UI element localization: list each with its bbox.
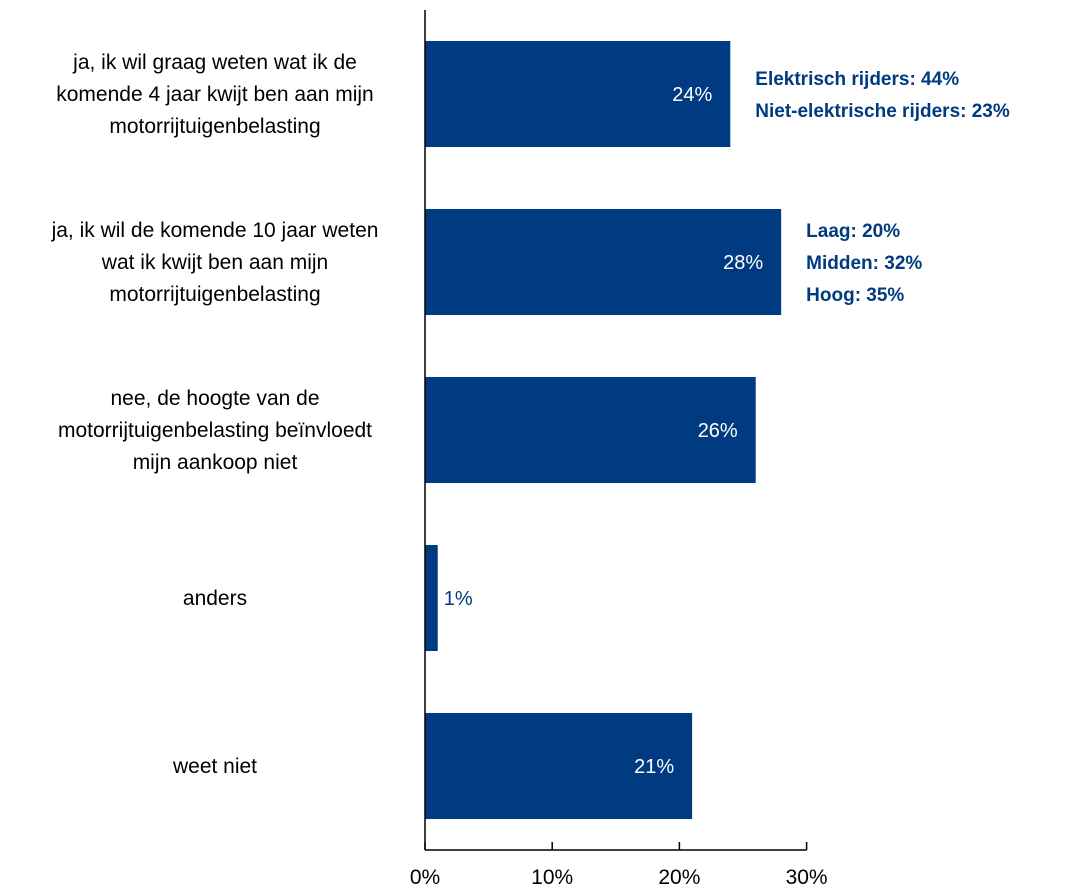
value-label-1: 28% [723,252,763,274]
annotation-1-1: Midden: 32% [806,253,922,274]
category-label-1-0: ja, ik wil de komende 10 jaar weten [51,219,379,242]
annotation-1-2: Hoog: 35% [806,285,904,306]
value-label-3: 1% [444,588,473,610]
category-label-0-1: komende 4 jaar kwijt ben aan mijn [56,83,374,106]
value-label-0: 24% [672,84,712,106]
bar-2 [425,377,756,483]
axes-layer: 0% 10% 20% 30% [410,10,828,889]
category-label-2-1: motorrijtuigenbelasting beïnvloedt [58,419,372,442]
x-tick-label-0: 0% [410,866,440,889]
bar-0 [425,41,731,147]
bar-3 [425,545,438,651]
category-label-2-2: mijn aankoop niet [133,451,298,474]
bar-1 [425,209,782,315]
bar-4 [425,713,693,819]
value-label-4: 21% [634,756,674,778]
bars-layer [425,41,782,819]
category-label-1-2: motorrijtuigenbelasting [109,283,320,306]
annotation-0-1: Niet-elektrische rijders: 23% [755,101,1010,122]
value-label-2: 26% [698,420,738,442]
category-label-0-0: ja, ik wil graag weten wat ik de [72,51,357,74]
category-label-3-0: anders [183,587,247,610]
category-label-4-0: weet niet [172,755,257,778]
annotation-1-0: Laag: 20% [806,221,900,242]
labels-layer: 24% ja, ik wil graag weten wat ik de komen… [51,51,1010,778]
category-label-2-0: nee, de hoogte van de [110,387,319,410]
category-label-1-1: wat ik kwijt ben aan mijn [101,251,328,274]
x-tick-label-2: 20% [658,866,700,889]
annotation-0-0: Elektrisch rijders: 44% [755,69,959,90]
x-tick-label-3: 30% [786,866,828,889]
x-tick-label-1: 10% [531,866,573,889]
category-label-0-2: motorrijtuigenbelasting [109,115,320,138]
